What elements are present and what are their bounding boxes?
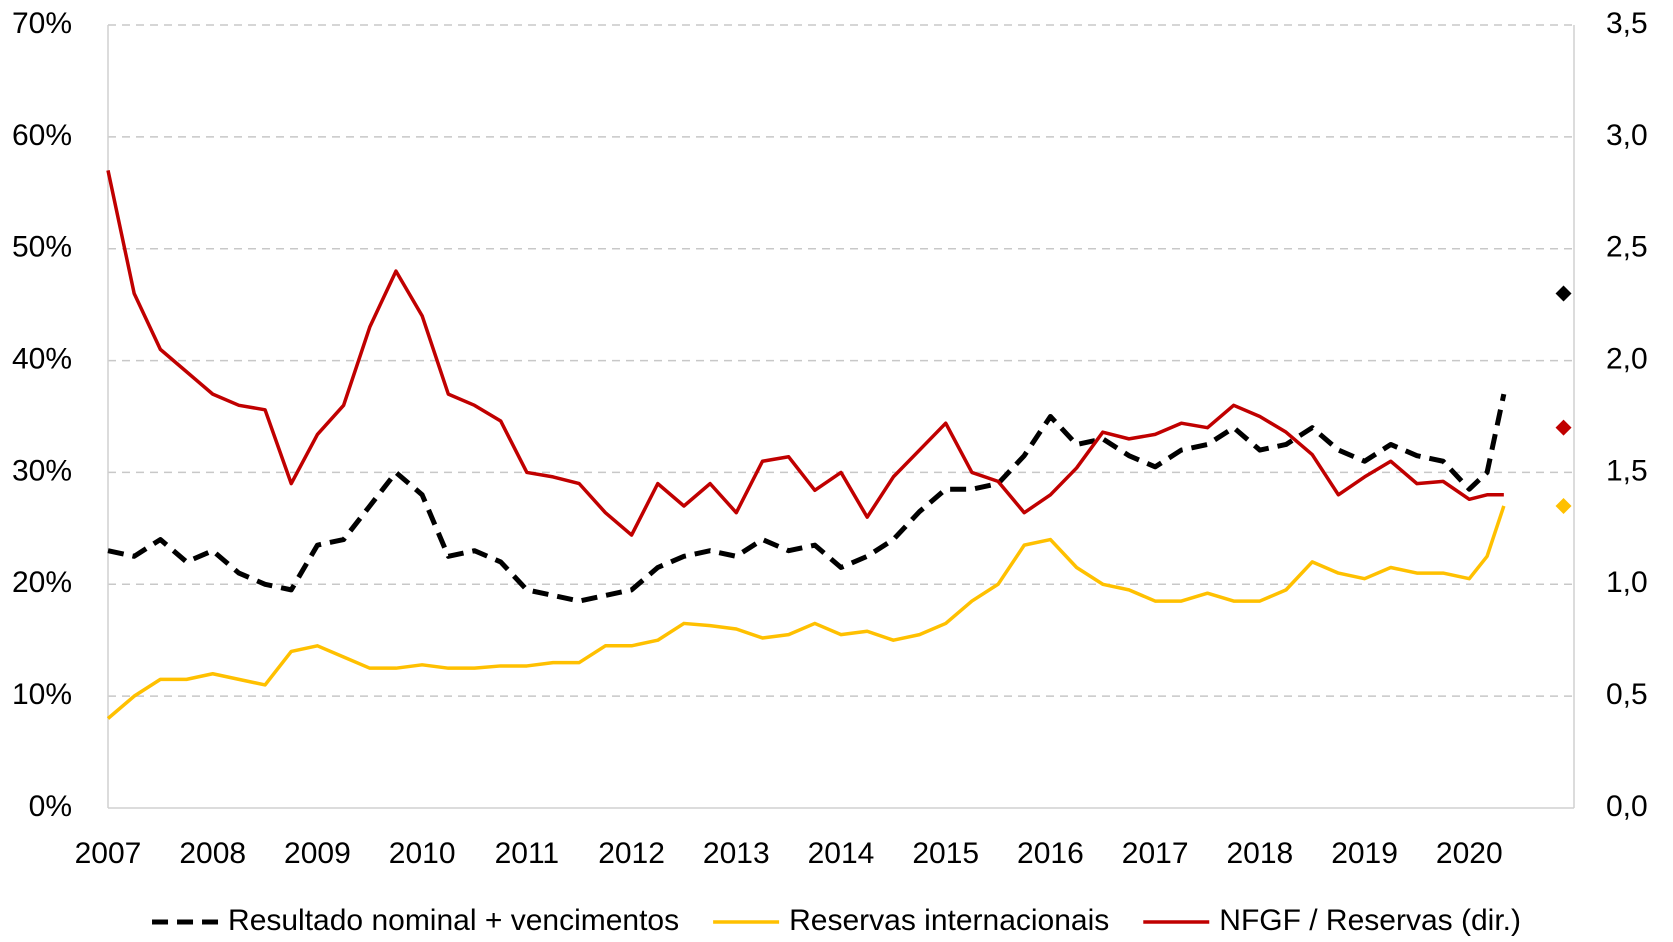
y2-tick-label: 2,5 — [1606, 231, 1648, 264]
x-tick-label: 2019 — [1331, 837, 1398, 870]
x-tick-label: 2018 — [1226, 837, 1293, 870]
x-tick-label: 2007 — [75, 837, 142, 870]
x-tick-label: 2015 — [912, 837, 979, 870]
line-series — [107, 393, 1507, 604]
y-tick-label: 40% — [12, 342, 72, 375]
x-tick-label: 2012 — [598, 837, 665, 870]
y-tick-label: 0% — [29, 790, 72, 823]
line-series — [106, 170, 1504, 537]
y-tick-label: 30% — [12, 454, 72, 487]
y2-tick-label: 2,0 — [1606, 342, 1648, 375]
y2-tick-label: 3,0 — [1606, 119, 1648, 152]
x-tick-label: 2008 — [179, 837, 246, 870]
y-tick-label: 10% — [12, 678, 72, 711]
legend-label: NFGF / Reservas (dir.) — [1219, 904, 1521, 937]
x-tick-label: 2013 — [703, 837, 770, 870]
diamond-marker — [1555, 285, 1572, 302]
y2-tick-label: 0,0 — [1606, 790, 1648, 823]
legend-label: Reservas internacionais — [789, 904, 1109, 937]
y2-tick-label: 3,5 — [1606, 7, 1648, 40]
x-tick-label: 2010 — [389, 837, 456, 870]
line-series — [106, 505, 1506, 720]
x-tick-label: 2011 — [495, 837, 560, 870]
legend-label: Resultado nominal + vencimentos — [228, 904, 679, 937]
x-tick-label: 2016 — [1017, 837, 1084, 870]
x-tick-label: 2020 — [1436, 837, 1503, 870]
y2-tick-label: 0,5 — [1606, 678, 1648, 711]
diamond-marker — [1555, 497, 1572, 514]
y2-tick-label: 1,5 — [1606, 454, 1648, 487]
legend: Resultado nominal + vencimentos Reservas … — [152, 904, 1521, 937]
y-tick-label: 60% — [12, 119, 72, 152]
y-tick-label: 70% — [12, 7, 72, 40]
y-tick-label: 20% — [12, 566, 72, 599]
x-tick-label: 2014 — [808, 837, 875, 870]
x-tick-label: 2017 — [1122, 837, 1189, 870]
diamond-marker — [1555, 419, 1572, 436]
y-tick-label: 50% — [12, 231, 72, 264]
y2-tick-label: 1,0 — [1606, 566, 1648, 599]
x-tick-label: 2009 — [284, 837, 351, 870]
